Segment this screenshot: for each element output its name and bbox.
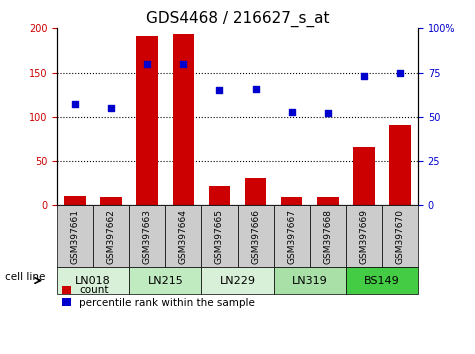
Text: GSM397666: GSM397666 xyxy=(251,209,260,264)
Text: GSM397670: GSM397670 xyxy=(396,209,404,264)
Text: BS149: BS149 xyxy=(364,275,400,286)
Text: GSM397661: GSM397661 xyxy=(71,209,79,264)
Text: GSM397662: GSM397662 xyxy=(107,209,115,264)
Bar xyxy=(281,198,303,205)
Point xyxy=(288,109,295,114)
Bar xyxy=(64,196,86,205)
Point xyxy=(180,61,187,67)
Text: cell line: cell line xyxy=(5,272,45,282)
Bar xyxy=(353,147,375,205)
Text: LN229: LN229 xyxy=(219,275,256,286)
Point xyxy=(216,87,223,93)
Point xyxy=(71,102,79,107)
Point xyxy=(396,70,404,75)
Bar xyxy=(317,198,339,205)
Text: LN319: LN319 xyxy=(292,275,328,286)
Bar xyxy=(245,178,266,205)
Bar xyxy=(209,186,230,205)
Text: LN018: LN018 xyxy=(75,275,111,286)
Point xyxy=(107,105,115,111)
Text: LN215: LN215 xyxy=(147,275,183,286)
Title: GDS4468 / 216627_s_at: GDS4468 / 216627_s_at xyxy=(146,11,329,27)
Text: GSM397667: GSM397667 xyxy=(287,209,296,264)
Point xyxy=(143,61,151,67)
Bar xyxy=(136,36,158,205)
Text: GSM397665: GSM397665 xyxy=(215,209,224,264)
Point xyxy=(324,110,332,116)
Text: GSM397669: GSM397669 xyxy=(360,209,368,264)
Bar xyxy=(172,34,194,205)
Point xyxy=(252,86,259,91)
Legend: count, percentile rank within the sample: count, percentile rank within the sample xyxy=(62,285,255,308)
Text: GSM397663: GSM397663 xyxy=(143,209,152,264)
Bar xyxy=(389,125,411,205)
Point xyxy=(360,73,368,79)
Text: GSM397664: GSM397664 xyxy=(179,209,188,264)
Text: GSM397668: GSM397668 xyxy=(323,209,332,264)
Bar xyxy=(100,198,122,205)
